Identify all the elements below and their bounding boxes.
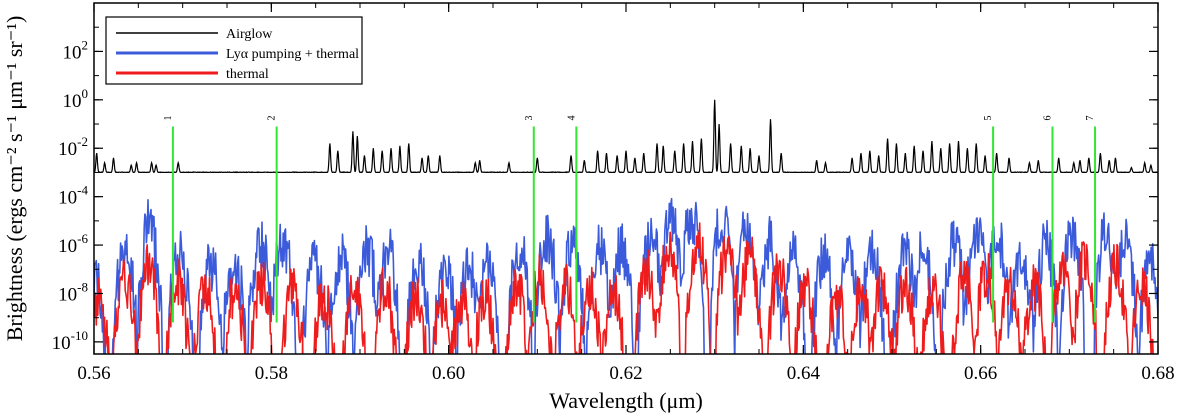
marked-line-label-6: 6 [1042,115,1053,120]
y-tick-label: 10-2 [58,134,88,160]
marked-line-label-4: 4 [566,115,577,120]
legend-label-1: Lyα pumping + thermal [226,47,359,62]
series-layer [94,99,1158,354]
series-line-lya-pumping-thermal [94,197,1158,354]
series-line-airglow [94,99,1158,174]
x-tick-label: 0.62 [609,363,642,384]
y-tick-label: 10-4 [58,183,88,209]
marked-line-label-5: 5 [983,115,994,120]
y-tick-label: 10-8 [58,279,88,305]
x-tick-label: 0.58 [255,363,288,384]
marked-line-label-1: 1 [163,115,174,120]
marked-line-label-3: 3 [524,115,535,120]
y-tick-label: 102 [63,37,89,63]
marked-line-label-2: 2 [267,115,278,120]
y-tick-label: 100 [63,86,89,112]
x-tick-label: 0.60 [432,363,465,384]
y-tick-label: 10-10 [52,328,88,354]
marked-line-label-7: 7 [1085,115,1096,120]
x-tick-label: 0.68 [1141,363,1174,384]
x-tick-label: 0.56 [77,363,110,384]
legend: Airglow Lyα pumping + thermal thermal [105,16,363,85]
legend-label-0: Airglow [226,27,273,42]
x-axis-title: Wavelength (μm) [549,388,703,413]
x-tick-label: 0.64 [787,363,821,384]
y-tick-label: 10-6 [58,231,88,257]
x-tick-label: 0.66 [964,363,997,384]
legend-label-2: thermal [226,67,269,82]
y-axis-title: Brightness (ergs cm⁻² s⁻¹ μm⁻¹ sr⁻¹) [2,16,27,342]
marked-lines-layer: 1 2 3 4 5 6 7 [163,115,1097,323]
series-line-thermal [94,222,1154,354]
